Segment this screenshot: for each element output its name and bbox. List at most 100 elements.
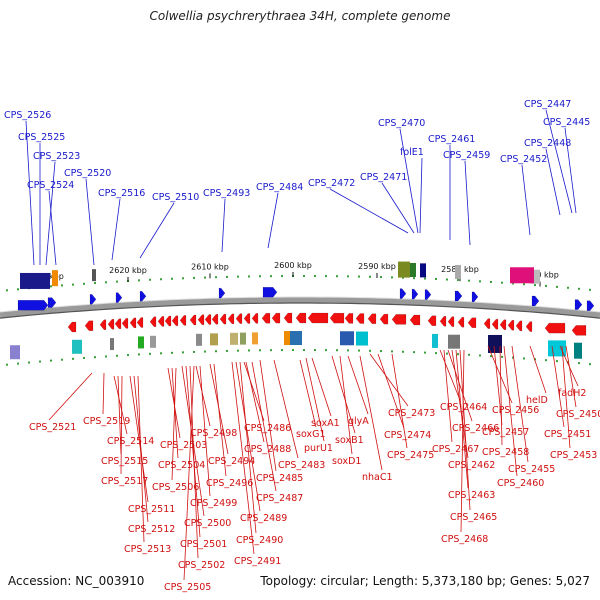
gene-label-forward: CPS_2472 (308, 178, 355, 189)
reverse-gene-arrow (197, 314, 205, 325)
gene-label-reverse: CPS_2468 (441, 534, 488, 545)
gene-label-forward: CPS_2452 (500, 154, 547, 165)
ring-dot-0 (83, 282, 85, 285)
ring-dot-1 (215, 350, 217, 353)
leader-line-reverse (493, 345, 503, 426)
reverse-gene-arrow (283, 312, 293, 324)
reverse-gene-arrow (295, 312, 307, 324)
leader-line-reverse (391, 353, 408, 449)
leader-line-forward (521, 164, 531, 236)
reverse-gene-arrow (525, 321, 533, 332)
forward-gene-arrow (262, 286, 278, 298)
gene-label-reverse: CPS_2498 (190, 428, 237, 439)
ring-dot-0 (116, 280, 118, 283)
ring-dot-1 (182, 351, 184, 354)
leader-line-reverse (529, 345, 547, 394)
accession-text: Accession: NC_003910 (8, 574, 145, 588)
feature-block (196, 333, 202, 346)
feature-block (530, 269, 540, 284)
gene-label-reverse: CPS_2517 (101, 476, 148, 487)
leader-line-reverse (171, 367, 177, 481)
leader-line-reverse (129, 375, 149, 503)
feature-block (284, 331, 290, 346)
forward-gene-arrow (115, 292, 123, 303)
map-title: Colwellia psychrerythraea 34H, complete … (149, 9, 451, 23)
leader-line-reverse (245, 361, 265, 443)
reverse-gene-arrow (391, 314, 407, 325)
gene-label-reverse: glyA (348, 416, 369, 427)
leader-line-reverse (347, 355, 369, 415)
ring-dot-1 (578, 362, 580, 365)
gene-label-reverse: CPS_2465 (450, 512, 497, 523)
leader-line-reverse (199, 365, 211, 497)
ring-dot-1 (259, 349, 261, 352)
ring-dot-0 (215, 276, 217, 279)
ring-dot-0 (435, 278, 437, 281)
reverse-gene-arrow (367, 313, 377, 325)
gene-label-reverse: CPS_2451 (544, 429, 591, 440)
ring-dot-0 (479, 280, 481, 283)
reverse-gene-arrow (499, 319, 507, 330)
reverse-gene-arrow (114, 318, 122, 329)
gene-label-reverse: soxD1 (332, 456, 361, 467)
leader-line-reverse (185, 365, 201, 538)
ring-dot-0 (545, 284, 547, 287)
ring-dot-1 (171, 351, 173, 354)
ring-dot-1 (314, 349, 316, 352)
reverse-gene-arrow (544, 322, 566, 334)
gene-label-forward: CPS_2526 (4, 110, 51, 121)
ring-dot-1 (270, 349, 272, 352)
leader-line-forward (419, 157, 423, 234)
ring-dot-1 (512, 356, 514, 359)
ring-dot-0 (303, 275, 305, 278)
ring-dot-1 (138, 353, 140, 356)
leader-line-reverse (369, 353, 409, 407)
ring-dot-0 (380, 276, 382, 279)
ring-dot-1 (248, 349, 250, 352)
leader-line-reverse (503, 345, 518, 477)
feature-block (340, 331, 354, 346)
gene-label-forward: CPS_2510 (152, 192, 199, 203)
ring-dot-1 (446, 352, 448, 355)
gene-label-reverse: nhaC1 (362, 472, 393, 483)
gene-label-reverse: CPS_2489 (240, 513, 287, 524)
ring-dot-1 (237, 349, 239, 352)
leader-line-reverse (183, 365, 195, 581)
gene-label-reverse: CPS_2521 (29, 422, 76, 433)
leader-line-reverse (443, 349, 453, 443)
reverse-gene-arrow (379, 313, 389, 325)
leader-line-reverse (331, 355, 356, 434)
backbone-arc (0, 297, 600, 318)
leader-line-forward (139, 202, 175, 259)
ring-dot-1 (369, 349, 371, 352)
ring-dot-1 (116, 354, 118, 357)
leader-line-reverse (551, 345, 565, 428)
gene-label-reverse: CPS_2485 (256, 473, 303, 484)
feature-block (72, 339, 82, 354)
ring-dot-0 (512, 282, 514, 285)
ring-dot-1 (380, 350, 382, 353)
gene-label-forward: CPS_2523 (33, 151, 80, 162)
gene-label-reverse: CPS_2455 (508, 464, 555, 475)
ring-dot-0 (281, 275, 283, 278)
leader-line-reverse (117, 375, 122, 455)
gene-label-reverse: CPS_2501 (180, 539, 227, 550)
reverse-gene-arrow (271, 312, 281, 324)
ring-dot-1 (193, 350, 195, 353)
feature-block (20, 272, 50, 289)
gene-label-reverse: CPS_2503 (160, 440, 207, 451)
ring-dot-0 (589, 288, 591, 291)
gene-label-reverse: soxG1 (296, 429, 326, 440)
leader-line-reverse (511, 345, 529, 463)
gene-label-reverse: CPS_2462 (448, 460, 495, 471)
gene-label-reverse: CPS_2504 (158, 460, 205, 471)
backbone-arc-edge (0, 302, 600, 319)
reverse-gene-arrow (219, 313, 227, 325)
ring-dot-1 (6, 363, 8, 366)
gene-label-reverse: CPS_2491 (234, 556, 281, 567)
gene-label-reverse: CPS_2505 (164, 582, 211, 593)
ring-dot-1 (545, 359, 547, 362)
ring-dot-1 (28, 361, 30, 364)
ring-dot-1 (402, 350, 404, 353)
gene-label-reverse: CPS_2502 (178, 560, 225, 571)
